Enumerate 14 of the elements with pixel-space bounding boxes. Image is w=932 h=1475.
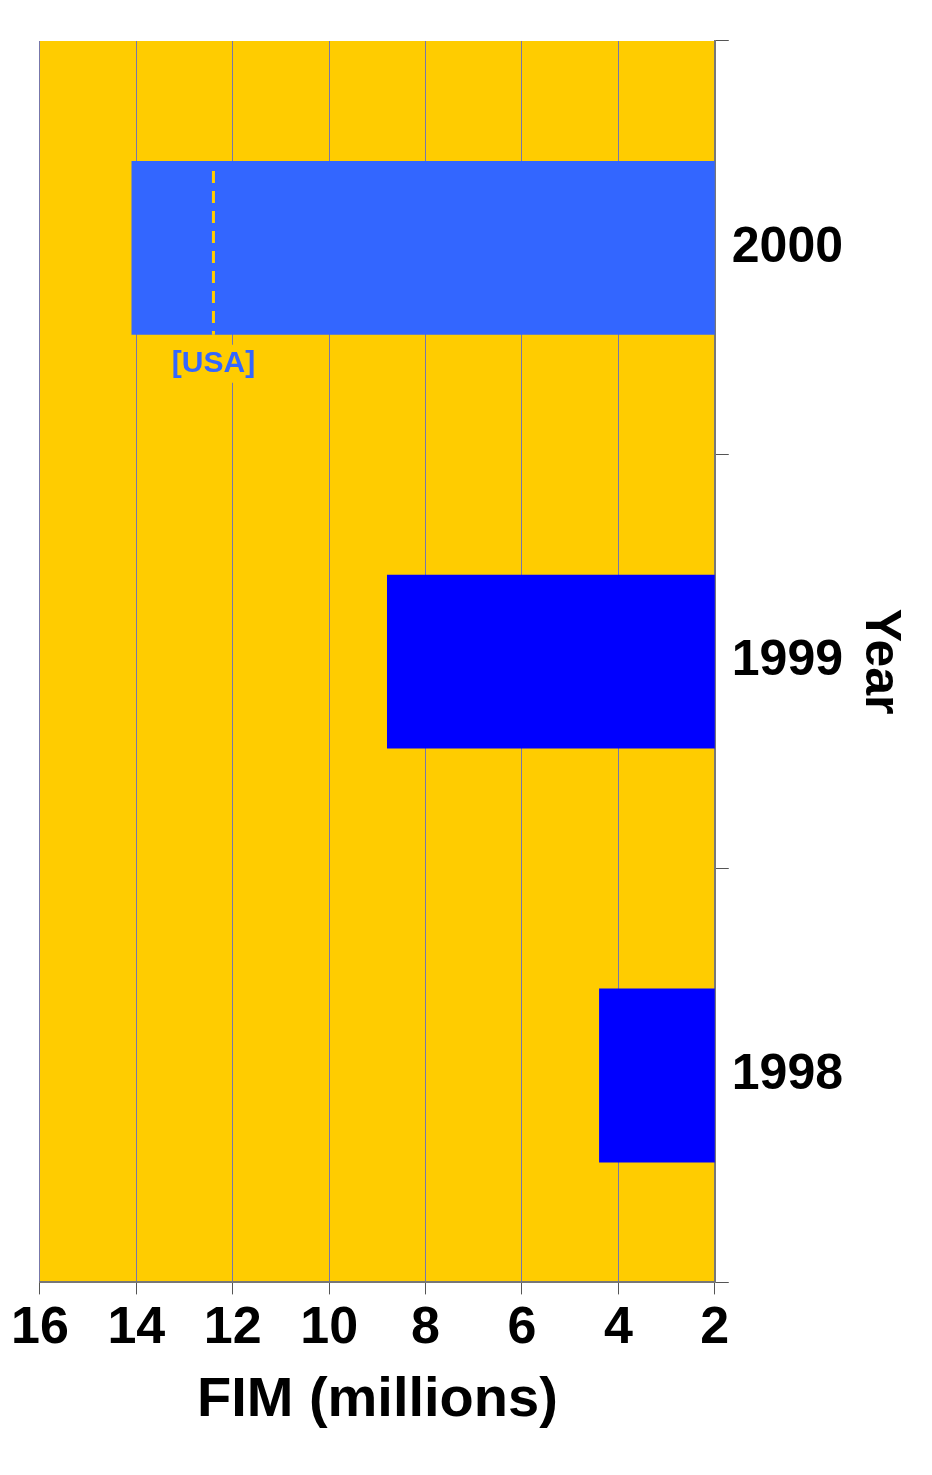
y-tick-label: 1999 <box>731 630 843 687</box>
x-tick-label: 2 <box>700 1295 730 1354</box>
x-tick-label: 16 <box>11 1295 69 1354</box>
x-tick-label: 12 <box>203 1295 262 1354</box>
x-tick-label: 4 <box>603 1295 633 1354</box>
y-tick-label: 1998 <box>731 1044 843 1101</box>
x-tick-label: 10 <box>300 1295 359 1354</box>
y-axis-title: Year <box>855 608 912 715</box>
x-tick-label: 8 <box>411 1295 441 1354</box>
y-tick-label: 2000 <box>731 216 843 273</box>
x-tick-label: 14 <box>107 1295 166 1354</box>
x-tick-label: 6 <box>507 1295 537 1354</box>
ref-line-label: [USA] <box>171 345 256 379</box>
x-axis-title: FIM (millions) <box>196 1364 558 1428</box>
